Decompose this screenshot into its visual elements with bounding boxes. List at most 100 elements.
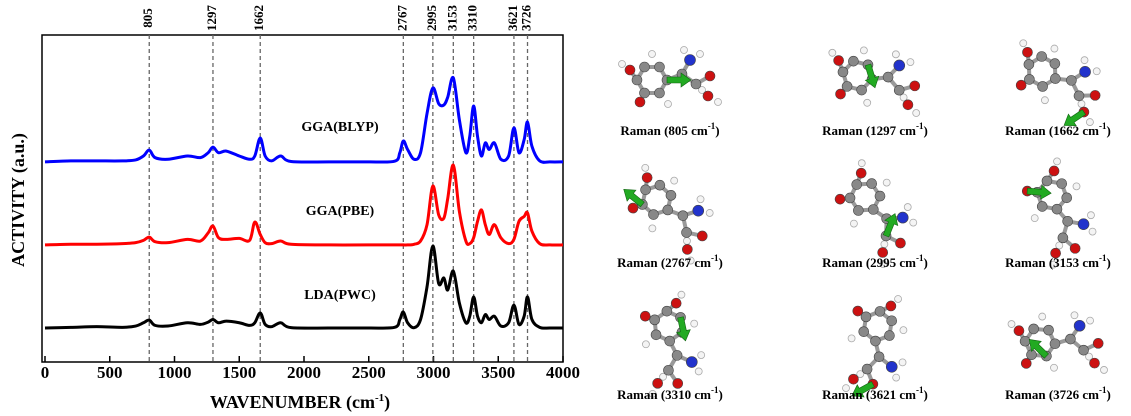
atom	[875, 191, 885, 201]
hydrogen	[829, 49, 836, 56]
atom	[852, 180, 862, 190]
atom	[655, 180, 665, 190]
atom	[903, 100, 913, 110]
atom	[838, 67, 848, 77]
atom	[640, 311, 650, 321]
caption-text: )	[924, 387, 928, 402]
atom	[834, 56, 844, 66]
hydrogen	[681, 47, 688, 54]
atom	[686, 357, 697, 368]
hydrogen	[619, 61, 626, 68]
caption-text: Raman (2995 cm	[822, 255, 916, 270]
atom	[1050, 339, 1060, 349]
atom	[671, 298, 681, 308]
molecule	[1016, 40, 1100, 132]
hydrogen	[649, 51, 656, 58]
atom	[884, 331, 894, 341]
hydrogen	[1073, 183, 1080, 190]
atom	[856, 168, 866, 178]
atom	[663, 205, 673, 215]
hydrogen	[695, 368, 702, 375]
atom	[648, 210, 658, 220]
molecule	[619, 164, 713, 264]
hydrogen	[860, 47, 867, 54]
atom	[1066, 75, 1076, 85]
atom	[642, 173, 652, 183]
series-label: LDA(PWC)	[304, 288, 376, 303]
atom	[883, 72, 893, 82]
hydrogen	[698, 352, 705, 359]
hydrogen	[1056, 242, 1063, 249]
atom	[1038, 81, 1048, 91]
atom	[1022, 47, 1032, 57]
x-tick-label: 2500	[352, 363, 386, 382]
hydrogen	[1078, 100, 1085, 107]
hydrogen	[697, 196, 704, 203]
x-tick-label: 500	[97, 363, 123, 382]
panel-caption: Raman (1297 cm-1)	[822, 121, 928, 138]
atom	[1074, 320, 1085, 331]
peak-label: 2995	[424, 5, 439, 32]
hydrogen	[1100, 366, 1107, 373]
hydrogen	[850, 220, 857, 227]
hydrogen	[864, 99, 871, 106]
caption-text: )	[1107, 387, 1111, 402]
atom	[655, 88, 665, 98]
hydrogen	[913, 110, 920, 117]
atom	[663, 365, 673, 375]
atom	[1090, 90, 1100, 100]
hydrogen	[671, 177, 678, 184]
atom	[848, 374, 858, 384]
molecule	[1008, 312, 1107, 374]
atom	[666, 190, 676, 200]
atom	[1062, 193, 1072, 203]
atom	[640, 88, 650, 98]
atom	[1058, 233, 1068, 243]
hydrogen	[881, 241, 888, 248]
atom	[705, 71, 715, 81]
caption-text: )	[924, 255, 928, 270]
atom	[1078, 219, 1089, 230]
series-label: GGA(PBE)	[306, 204, 375, 219]
caption-text: Raman (3621 cm	[822, 387, 916, 402]
peak-label: 3153	[444, 5, 459, 32]
peak-label: 3726	[519, 5, 534, 32]
caption-text: Raman (3310 cm	[617, 387, 711, 402]
caption-text: Raman (1662 cm	[1005, 123, 1099, 138]
series-label: GGA(BLYP)	[301, 120, 379, 135]
panel-caption: Raman (3310 cm-1)	[617, 385, 723, 402]
atom	[1050, 59, 1060, 69]
atom	[655, 62, 665, 72]
atom	[1063, 216, 1073, 226]
atom	[672, 350, 682, 360]
atom	[867, 179, 877, 189]
peak-label: 1662	[251, 5, 266, 31]
atom	[836, 89, 846, 99]
atom	[682, 244, 692, 254]
atom	[682, 227, 692, 237]
caption-text: )	[719, 387, 723, 402]
peak-label: 1297	[204, 5, 219, 32]
atom	[665, 336, 675, 346]
caption-text: )	[715, 123, 719, 138]
plot-frame	[42, 35, 563, 362]
atom	[1070, 243, 1080, 253]
spectrum-line	[45, 246, 563, 328]
caption-text: )	[924, 123, 928, 138]
panel-caption: Raman (3153 cm-1)	[1005, 253, 1111, 270]
x-tick-label: 1000	[158, 363, 192, 382]
caption-text: )	[1107, 123, 1111, 138]
atom	[875, 306, 885, 316]
caption-text: )	[1107, 255, 1111, 270]
hydrogen	[715, 99, 722, 106]
molecule	[619, 47, 722, 108]
atom	[1037, 201, 1047, 211]
hydrogen	[858, 160, 865, 167]
x-tick-label: 0	[41, 363, 50, 382]
atom	[662, 306, 672, 316]
atom	[853, 205, 863, 215]
x-tick-label: 3500	[481, 363, 515, 382]
hydrogen	[642, 164, 649, 171]
molecule	[842, 295, 906, 401]
hydrogen	[1051, 45, 1058, 52]
